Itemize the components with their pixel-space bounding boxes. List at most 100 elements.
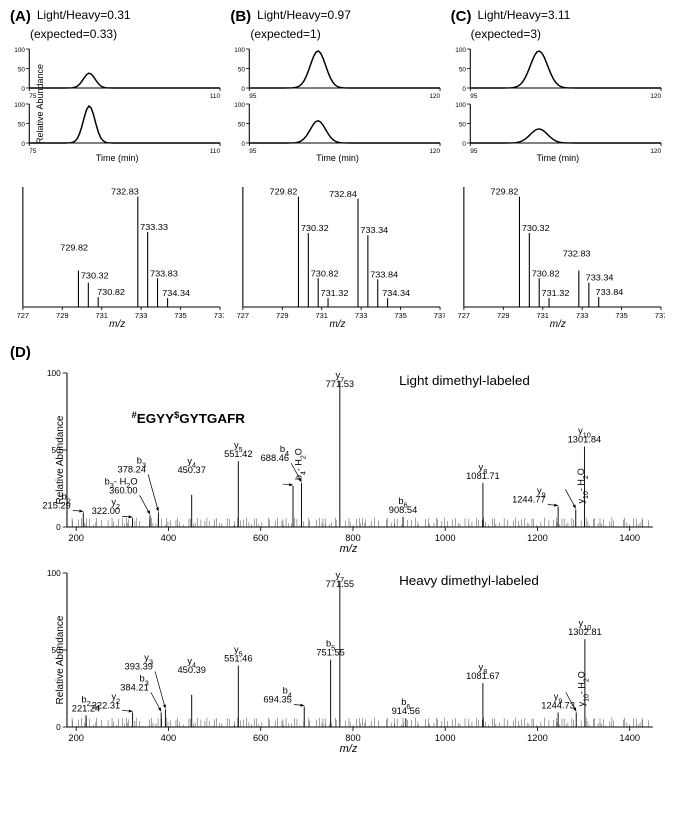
panel-c: (C) Light/Heavy=3.11 (expected=3) 0 50 100 95 1… [451,8,665,330]
svg-text:733.33: 733.33 [140,222,168,232]
chrom-block: 0501009512005010095120Time (min) [230,45,444,163]
chrom-svg: 05010095120 [451,45,665,100]
svg-text:322.31: 322.31 [92,701,120,711]
svg-text:200: 200 [68,733,84,743]
svg-text:450.37: 450.37 [177,465,205,475]
svg-text:1400: 1400 [619,533,640,543]
panel-a: (A) Light/Heavy=0.31 (expected=0.33) Relati… [10,8,224,330]
panel-title2: (expected=1) [250,27,444,41]
panel-title1: Light/Heavy=3.11 [477,8,570,22]
svg-text:751.55: 751.55 [316,648,344,658]
svg-text:50: 50 [459,67,467,74]
svg-text:732.83: 732.83 [111,187,139,197]
ms-svg: 727729731733735737729.82730.32730.82731.… [451,181,665,321]
panel-header: (C) Light/Heavy=3.11 [451,8,665,25]
svg-text:735: 735 [174,311,187,320]
svg-text:b4- H2O: b4- H2O [293,448,307,480]
svg-text:729.82: 729.82 [270,187,298,197]
chrom-block: Relative Abundance0501007511005010075110… [10,45,224,163]
svg-text:0: 0 [462,86,466,93]
chrom-svg: 05010095120 [451,100,665,155]
svg-text:100: 100 [455,47,466,54]
svg-text:729: 729 [56,311,69,320]
svg-text:322.00: 322.00 [92,506,120,516]
svg-text:100: 100 [14,102,25,109]
svg-text:1244.77: 1244.77 [512,495,546,505]
panels-abc-row: (A) Light/Heavy=0.31 (expected=0.33) Relati… [10,8,665,330]
svg-text:0: 0 [21,141,25,148]
svg-text:100: 100 [47,569,61,578]
svg-text:733.34: 733.34 [361,226,389,236]
svg-text:727: 727 [457,311,470,320]
svg-text:737: 737 [654,311,665,320]
svg-text:737: 737 [214,311,225,320]
svg-text:730.82: 730.82 [311,269,339,279]
svg-text:551.42: 551.42 [224,449,252,459]
svg-text:771.55: 771.55 [326,579,354,589]
panel-letter: (B) [230,8,251,25]
panel-header: (B) Light/Heavy=0.97 [230,8,444,25]
panel-letter: (C) [451,8,472,25]
svg-text:729.82: 729.82 [60,243,88,253]
svg-text:200: 200 [68,533,84,543]
svg-text:730.82: 730.82 [97,287,125,297]
msms-heavy-block: Relative Abundance 050100200400600800100… [38,565,659,755]
msms-light-svg: 050100200400600800100012001400Light dime… [38,365,659,545]
panel-d: (D) Relative Abundance 05010020040060080… [10,344,665,755]
svg-text:y10- H2O: y10- H2O [576,468,590,503]
ms-block: 727729731733735737729.82730.32730.82732.… [10,181,224,330]
svg-text:95: 95 [250,93,258,100]
svg-text:360.00: 360.00 [109,485,137,495]
panel-title2: (expected=0.33) [30,27,224,41]
panel-title1: Light/Heavy=0.97 [257,8,351,22]
svg-text:737: 737 [434,311,445,320]
svg-text:1200: 1200 [527,533,548,543]
chrom-svg: 05010095120 [230,100,444,155]
svg-text:729: 729 [497,311,510,320]
svg-text:110: 110 [210,93,221,100]
svg-text:50: 50 [238,122,246,129]
svg-text:400: 400 [161,733,177,743]
chrom-ylabel: Relative Abundance [35,64,45,144]
svg-text:800: 800 [345,733,361,743]
svg-text:0: 0 [56,523,61,532]
svg-text:771.53: 771.53 [326,379,354,389]
svg-text:1081.67: 1081.67 [466,671,500,681]
svg-text:378.24: 378.24 [118,465,146,475]
svg-text:100: 100 [235,102,246,109]
svg-text:Heavy dimethyl-labeled: Heavy dimethyl-labeled [399,573,539,588]
ms-xlabel: m/z [10,319,224,330]
svg-text:1000: 1000 [435,533,456,543]
panel-title2: (expected=3) [471,27,665,41]
svg-text:734.34: 734.34 [383,288,411,298]
svg-text:50: 50 [18,122,26,129]
panel-header: (A) Light/Heavy=0.31 [10,8,224,25]
ms-svg: 727729731733735737729.82730.32730.82732.… [10,181,224,321]
svg-text:95: 95 [470,93,478,100]
chrom-block: 0501009512005010095120Time (min) [451,45,665,163]
svg-text:733.34: 733.34 [585,273,613,283]
svg-text:100: 100 [455,102,466,109]
panel-letter: (A) [10,8,31,25]
msms-light-block: Relative Abundance 050100200400600800100… [38,365,659,555]
svg-text:731: 731 [316,311,329,320]
svg-text:733.84: 733.84 [371,270,399,280]
svg-text:95: 95 [470,148,478,155]
svg-text:694.35: 694.35 [263,695,291,705]
panel-title1: Light/Heavy=0.31 [37,8,131,22]
msms-ylabel: Relative Abundance [55,616,66,705]
svg-text:731.32: 731.32 [541,288,569,298]
svg-text:y10- H2O: y10- H2O [576,671,590,706]
svg-text:729.82: 729.82 [490,187,518,197]
svg-text:733: 733 [355,311,368,320]
figure-root: (A) Light/Heavy=0.31 (expected=0.33) Relati… [0,0,675,767]
svg-text:733: 733 [135,311,148,320]
msms-ylabel: Relative Abundance [55,416,66,505]
svg-text:1302.81: 1302.81 [568,627,602,637]
svg-text:727: 727 [237,311,250,320]
svg-text:95: 95 [250,148,258,155]
svg-text:100: 100 [47,369,61,378]
svg-text:Light dimethyl-labeled: Light dimethyl-labeled [399,373,530,388]
ms-svg: 727729731733735737729.82730.32730.82731.… [230,181,444,321]
svg-text:1244.73: 1244.73 [541,701,575,711]
